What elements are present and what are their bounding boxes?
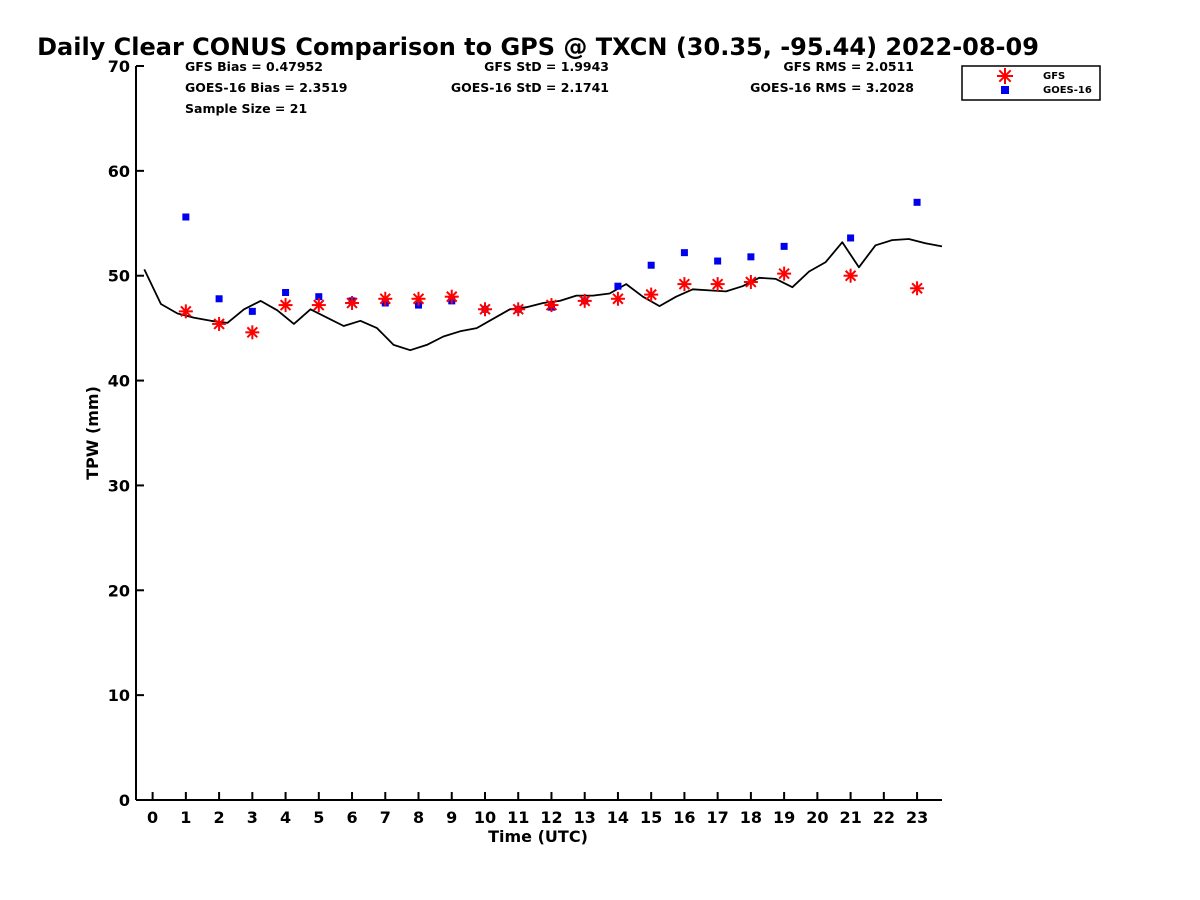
legend-box xyxy=(961,65,1101,101)
x-tick-label: 10 xyxy=(474,808,496,827)
goes-point xyxy=(714,257,722,265)
y-axis-label: TPW (mm) xyxy=(83,386,102,480)
gfs-point xyxy=(245,325,260,340)
gfs-point xyxy=(278,298,293,313)
gfs-point xyxy=(477,302,492,317)
x-tick-label: 21 xyxy=(839,808,861,827)
goes-point xyxy=(680,249,688,257)
x-tick-label: 8 xyxy=(413,808,424,827)
legend-gfs-marker xyxy=(997,68,1013,84)
x-tick-label: 7 xyxy=(380,808,391,827)
goes-point xyxy=(182,213,190,221)
goes-point xyxy=(647,261,655,269)
x-tick-label: 19 xyxy=(773,808,795,827)
goes-point xyxy=(747,253,755,261)
x-tick-label: 16 xyxy=(673,808,695,827)
gfs-point xyxy=(843,268,858,283)
legend-goes-label: GOES-16 xyxy=(1043,85,1092,96)
x-tick-label: 22 xyxy=(873,808,895,827)
x-tick-label: 0 xyxy=(147,808,158,827)
x-tick-label: 9 xyxy=(446,808,457,827)
gfs-point xyxy=(311,298,326,313)
x-tick-label: 4 xyxy=(280,808,291,827)
gfs-point xyxy=(910,281,925,296)
legend: GFS GOES-16 xyxy=(961,65,1101,101)
gfs-point xyxy=(345,295,360,310)
x-tick-label: 6 xyxy=(346,808,357,827)
legend-gfs-label: GFS xyxy=(1043,71,1065,82)
goes-point xyxy=(282,288,290,296)
x-tick-label: 15 xyxy=(640,808,662,827)
y-tick-label: 10 xyxy=(108,686,130,705)
gfs-point xyxy=(411,291,426,306)
gfs-point xyxy=(544,298,559,313)
y-tick-label: 50 xyxy=(108,267,130,286)
x-tick-label: 17 xyxy=(707,808,729,827)
x-tick-label: 3 xyxy=(247,808,258,827)
goes-std-text: GOES-16 StD = 2.1741 xyxy=(451,80,609,95)
x-tick-label: 12 xyxy=(540,808,562,827)
sample-size-text: Sample Size = 21 xyxy=(185,101,307,116)
gfs-point xyxy=(777,266,792,281)
gfs-point xyxy=(577,293,592,308)
goes-point xyxy=(847,234,855,242)
goes-point xyxy=(780,242,788,250)
goes-point xyxy=(315,293,323,301)
x-tick-label: 18 xyxy=(740,808,762,827)
x-tick-label: 14 xyxy=(607,808,629,827)
goes-point xyxy=(614,282,622,290)
gfs-point xyxy=(710,277,725,292)
legend-goes-marker xyxy=(1001,86,1009,94)
goes-point xyxy=(248,307,256,315)
gfs-std-text: GFS StD = 1.9943 xyxy=(484,59,609,74)
y-tick-label: 60 xyxy=(108,162,130,181)
x-tick-label: 23 xyxy=(906,808,928,827)
y-tick-label: 0 xyxy=(119,791,130,810)
gfs-point xyxy=(178,304,193,319)
gfs-point xyxy=(212,316,227,331)
y-tick-label: 40 xyxy=(108,372,130,391)
x-tick-label: 20 xyxy=(806,808,828,827)
gfs-bias-text: GFS Bias = 0.47952 xyxy=(185,59,323,74)
gfs-point xyxy=(644,287,659,302)
gfs-point xyxy=(610,291,625,306)
gfs-point xyxy=(677,277,692,292)
y-tick-label: 30 xyxy=(108,476,130,495)
chart-title: Daily Clear CONUS Comparison to GPS @ TX… xyxy=(37,33,1039,61)
gfs-point xyxy=(511,302,526,317)
x-tick-label: 11 xyxy=(507,808,529,827)
x-tick-label: 1 xyxy=(180,808,191,827)
x-tick-label: 2 xyxy=(214,808,225,827)
x-tick-label: 5 xyxy=(313,808,324,827)
stats-annotations: GFS Bias = 0.47952 GOES-16 Bias = 2.3519… xyxy=(185,59,914,116)
gps-series-line xyxy=(143,238,943,352)
gfs-point xyxy=(444,289,459,304)
x-axis-label: Time (UTC) xyxy=(488,827,588,846)
gfs-point xyxy=(743,275,758,290)
y-tick-label: 70 xyxy=(108,57,130,76)
x-tick-label: 13 xyxy=(574,808,596,827)
goes-rms-text: GOES-16 RMS = 3.2028 xyxy=(750,80,914,95)
y-tick-label: 20 xyxy=(108,581,130,600)
goes-bias-text: GOES-16 Bias = 2.3519 xyxy=(185,80,347,95)
goes-point xyxy=(215,295,223,303)
gfs-rms-text: GFS RMS = 2.0511 xyxy=(783,59,914,74)
goes-point xyxy=(913,198,921,206)
gfs-point xyxy=(378,291,393,306)
